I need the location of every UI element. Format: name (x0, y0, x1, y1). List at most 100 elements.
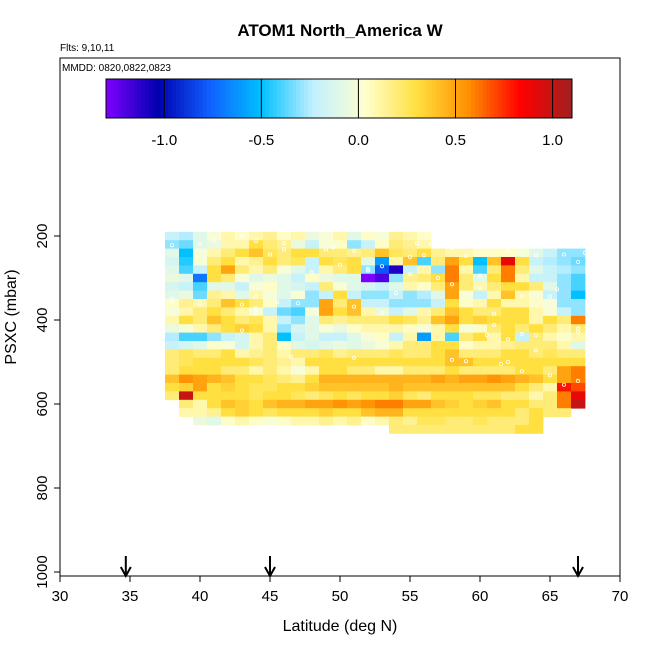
colorbar-segment (152, 79, 157, 118)
heatmap-cell (543, 248, 558, 258)
heatmap-cell (557, 357, 572, 367)
heatmap-cell (207, 383, 222, 392)
heatmap-cell (291, 231, 306, 241)
heatmap-cell (179, 408, 194, 417)
observation-point (155, 302, 160, 307)
observation-point (197, 241, 202, 246)
colorbar-segment (206, 79, 212, 118)
observation-point (449, 357, 454, 362)
colorbar-segment (288, 79, 293, 118)
heatmap-cell (361, 349, 376, 359)
heatmap-cell (207, 416, 222, 426)
heatmap-cell (221, 315, 236, 325)
heatmap-cells (165, 231, 586, 434)
heatmap-cell (459, 332, 474, 342)
heatmap-cell (347, 299, 362, 308)
observation-point (534, 348, 539, 353)
heatmap-cell (361, 383, 376, 392)
heatmap-cell (221, 273, 236, 283)
colorbar-segment (568, 79, 573, 118)
heatmap-cell (277, 383, 292, 392)
observation-point (505, 337, 510, 342)
heatmap-cell (179, 315, 194, 325)
heatmap-cell (529, 299, 544, 308)
heatmap-cell (459, 416, 474, 426)
colorbar-segment (335, 79, 340, 118)
heatmap-cell (459, 257, 474, 266)
heatmap-cell (389, 282, 404, 291)
colorbar-segment (172, 79, 177, 118)
heatmap-cell (347, 374, 362, 384)
colorbar-segment (548, 79, 554, 118)
heatmap-cell (333, 383, 348, 392)
heatmap-cell (543, 307, 558, 317)
heatmap-cell (571, 341, 586, 350)
heatmap-cell (389, 383, 404, 392)
x-tick-label: 70 (612, 588, 629, 605)
heatmap-cell (333, 307, 348, 317)
heatmap-cell (431, 248, 446, 258)
heatmap-cell (207, 366, 222, 375)
heatmap-cell (179, 366, 194, 375)
observation-point (127, 288, 132, 293)
heatmap-cell (417, 324, 432, 333)
heatmap-cell (347, 399, 362, 409)
heatmap-cell (403, 265, 418, 275)
heatmap-cell (235, 265, 250, 275)
heatmap-cell (319, 290, 334, 300)
heatmap-cell (193, 416, 208, 426)
heatmap-cell (403, 282, 418, 291)
heatmap-cell (543, 299, 558, 308)
heatmap-cell (305, 265, 320, 275)
heatmap-cell (459, 425, 474, 434)
heatmap-cell (291, 366, 306, 375)
heatmap-cell (221, 282, 236, 291)
heatmap-cell (319, 332, 334, 342)
heatmap-cell (249, 349, 264, 359)
observation-point (449, 245, 454, 250)
heatmap-cell (529, 357, 544, 367)
observation-point (197, 301, 202, 306)
heatmap-cell (179, 332, 194, 342)
heatmap-cell (361, 399, 376, 409)
colorbar-segment (420, 79, 425, 118)
flight-arrow-head (572, 566, 584, 579)
heatmap-cell (403, 315, 418, 325)
heatmap-cell (305, 282, 320, 291)
heatmap-cell (529, 248, 544, 258)
heatmap-cell (221, 324, 236, 333)
heatmap-cell (291, 383, 306, 392)
heatmap-cell (361, 307, 376, 317)
heatmap-cell (375, 315, 390, 325)
colorbar-segment (129, 79, 134, 118)
colorbar-segment (533, 79, 538, 118)
heatmap-cell (403, 416, 418, 426)
colorbar-segment (331, 79, 336, 118)
heatmap-cell (403, 391, 418, 401)
heatmap-cell (193, 324, 208, 333)
heatmap-cell (347, 257, 362, 266)
heatmap-cell (431, 290, 446, 300)
heatmap-cell (333, 231, 348, 241)
heatmap-cell (361, 391, 376, 401)
heatmap-cell (249, 257, 264, 266)
observation-point (351, 304, 356, 309)
heatmap-cell (277, 349, 292, 359)
heatmap-cell (249, 299, 264, 308)
heatmap-cell (487, 257, 502, 266)
heatmap-cell (179, 299, 194, 308)
heatmap-cell (417, 290, 432, 300)
observation-point (211, 238, 216, 243)
heatmap-cell (193, 332, 208, 342)
colorbar-segment (296, 79, 301, 118)
heatmap-cell (389, 315, 404, 325)
heatmap-cell (333, 399, 348, 409)
heatmap-cell (305, 248, 320, 258)
heatmap-cell (361, 408, 376, 417)
heatmap-cell (249, 231, 264, 241)
heatmap-cell (543, 357, 558, 367)
colorbar-segment (424, 79, 429, 118)
colorbar-segment (280, 79, 286, 118)
heatmap-cell (487, 332, 502, 342)
heatmap-cell (487, 273, 502, 283)
